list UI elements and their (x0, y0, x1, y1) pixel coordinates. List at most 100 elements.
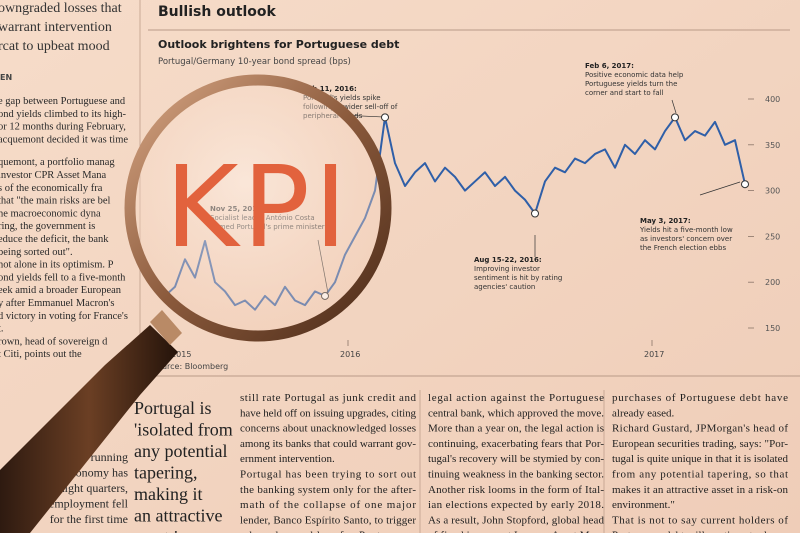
pull-quote-line: any potential (134, 441, 227, 461)
body-line: t Citi, points out the (0, 349, 82, 360)
body-line: not alone in its optimism. P (0, 260, 114, 271)
x-tick-label: 2017 (644, 350, 664, 359)
ferrule (150, 310, 182, 345)
pull-quote-line: 'isolated from (134, 420, 233, 440)
x-tick-label: 2016 (340, 350, 360, 359)
annotation-line: as investors' concern over (640, 235, 732, 243)
annotation-title: Feb 11, 2016: (303, 85, 357, 93)
annotation-line: Portuguese yields turn the (585, 80, 677, 88)
chart-title: Outlook brightens for Portuguese debt (158, 38, 399, 51)
annotation-line: sentiment is hit by rating (474, 274, 562, 282)
body-line: quemont, a portfolio manag (0, 157, 115, 168)
annotation-line: the French election ebbs (640, 244, 726, 252)
column-line: still rate Portugal as junk credit and (240, 392, 417, 404)
column-line: Portuguese debt will continue to do so. (612, 530, 788, 533)
annotation-line: Yields hit a five-month low (639, 226, 733, 234)
body-line: for the first time (50, 512, 128, 526)
pull-quote-line: asset in (134, 527, 188, 533)
body-line: t. (0, 324, 4, 335)
pull-quote-line: Portugal is (134, 398, 212, 418)
column-line: math of the collapse of one major (240, 499, 416, 511)
body-line: educe the deficit, the bank (0, 234, 109, 245)
column-line: makes it an attractive asset in a risk-o… (612, 484, 789, 496)
column-line: purchases of Portuguese debt have (612, 392, 788, 404)
column-line: ernment intervention. (240, 453, 335, 465)
annotation-line: following a wider sell-off of (303, 103, 398, 111)
annotation-marker (381, 113, 389, 122)
y-tick-label: 350 (765, 141, 780, 150)
annotation-title: May 3, 2017: (640, 217, 691, 225)
column-line: concerns about unacknowledged losses (240, 423, 416, 435)
body-line: rown, head of sovereign d (0, 336, 108, 347)
lens-glass (130, 80, 386, 336)
chart-source: Source: Bloomberg (152, 362, 228, 371)
annotation-leader (699, 181, 741, 196)
body-line: e gap between Portuguese and (0, 96, 126, 107)
column-line: a broader problem for Portuguese (240, 530, 416, 533)
column-line: central bank, which approved the move. (428, 407, 604, 419)
annotation-leader (671, 99, 677, 114)
chart-subtitle: Portugal/Germany 10-year bond spread (bp… (158, 57, 351, 67)
column-line: the banking system only for the after- (240, 484, 416, 496)
annotation-title: Aug 15-22, 2016: (474, 256, 542, 264)
body-line: investor CPR Asset Mana (0, 170, 107, 181)
body-line: acquemont decided it was time (0, 134, 128, 145)
body-line: he macroeconomic dyna (0, 208, 101, 219)
y-tick-label: 200 (765, 278, 780, 287)
column-line: Richard Gustard, JPMorgan's head of (612, 423, 788, 435)
column-line: environment." (612, 499, 675, 511)
body-line: ond yields fell to a five-month (0, 272, 126, 283)
pull-quote-line: making it (134, 484, 203, 504)
headline-line: rcat to upbeat mood (0, 39, 110, 54)
y-tick-label: 150 (765, 324, 780, 333)
annotation-marker (531, 209, 539, 218)
column-line: European securities trading, says: "Por- (612, 438, 788, 450)
column-line: That is not to say current holders of (612, 514, 788, 526)
annotation-marker (741, 180, 749, 189)
annotation-line: agencies' caution (474, 283, 535, 291)
body-line: or 12 months during February, (0, 122, 126, 133)
headline-line: owngraded losses that (0, 1, 122, 16)
pull-quote-line: an attractive (134, 506, 222, 526)
column-line: among its banks that could warrant gov- (240, 438, 416, 450)
lens-rim (124, 74, 392, 342)
lens-text: KPI (165, 143, 351, 273)
y-tick-label: 400 (765, 95, 780, 104)
column-line: tugal's recovery will be stymied by con- (428, 453, 604, 465)
column-line: continuing, exacerbating fears that Por- (428, 438, 604, 450)
magnifying-glass: KPI (0, 74, 392, 533)
column-line: from any potential tapering, so that (612, 469, 788, 481)
body-line: unemployment fell (37, 497, 129, 511)
headline-line: warrant intervention (0, 20, 112, 35)
annotation-marker (671, 113, 679, 122)
annotation-line: corner and start to fall (585, 89, 664, 97)
y-tick-label: 250 (765, 232, 780, 241)
pull-quote-line: tapering, (134, 463, 197, 483)
body-line: s of the economically fra (0, 183, 103, 194)
column-line: Portugal has been trying to sort out (240, 469, 416, 481)
byline: EN (0, 73, 12, 82)
column-line: tugal is quite unique in that it is isol… (612, 453, 789, 465)
column-line: legal action against the Portuguese (428, 392, 604, 404)
column-line: As a result, John Stopford, global head (428, 514, 605, 526)
column-line: tinuing weakness in the banking sector. (428, 469, 604, 481)
column-line: already eased. (612, 407, 675, 419)
handle (0, 325, 178, 533)
body-line: being sorted out". (0, 247, 73, 258)
column-line: have held off on issuing upgrades, citin… (240, 407, 417, 419)
body-line: eek amid a broader European (0, 285, 122, 296)
section-title: Bullish outlook (158, 4, 277, 20)
column-line: of fixed income at Invesco Asset Man- (428, 530, 604, 533)
body-line: that "the main risks are bel (0, 196, 111, 207)
body-line: ond yields climbed to its high- (0, 109, 127, 120)
column-line: lender, Banco Espírito Santo, to trigger (240, 514, 416, 526)
body-line: ring, the government is (0, 221, 95, 232)
column-line: ian elections expected by early 2018. (428, 499, 604, 511)
annotation-line: Portugal's yields spike (303, 94, 381, 102)
annotation-line: Positive economic data help (585, 71, 684, 79)
y-tick-label: 300 (765, 187, 780, 196)
